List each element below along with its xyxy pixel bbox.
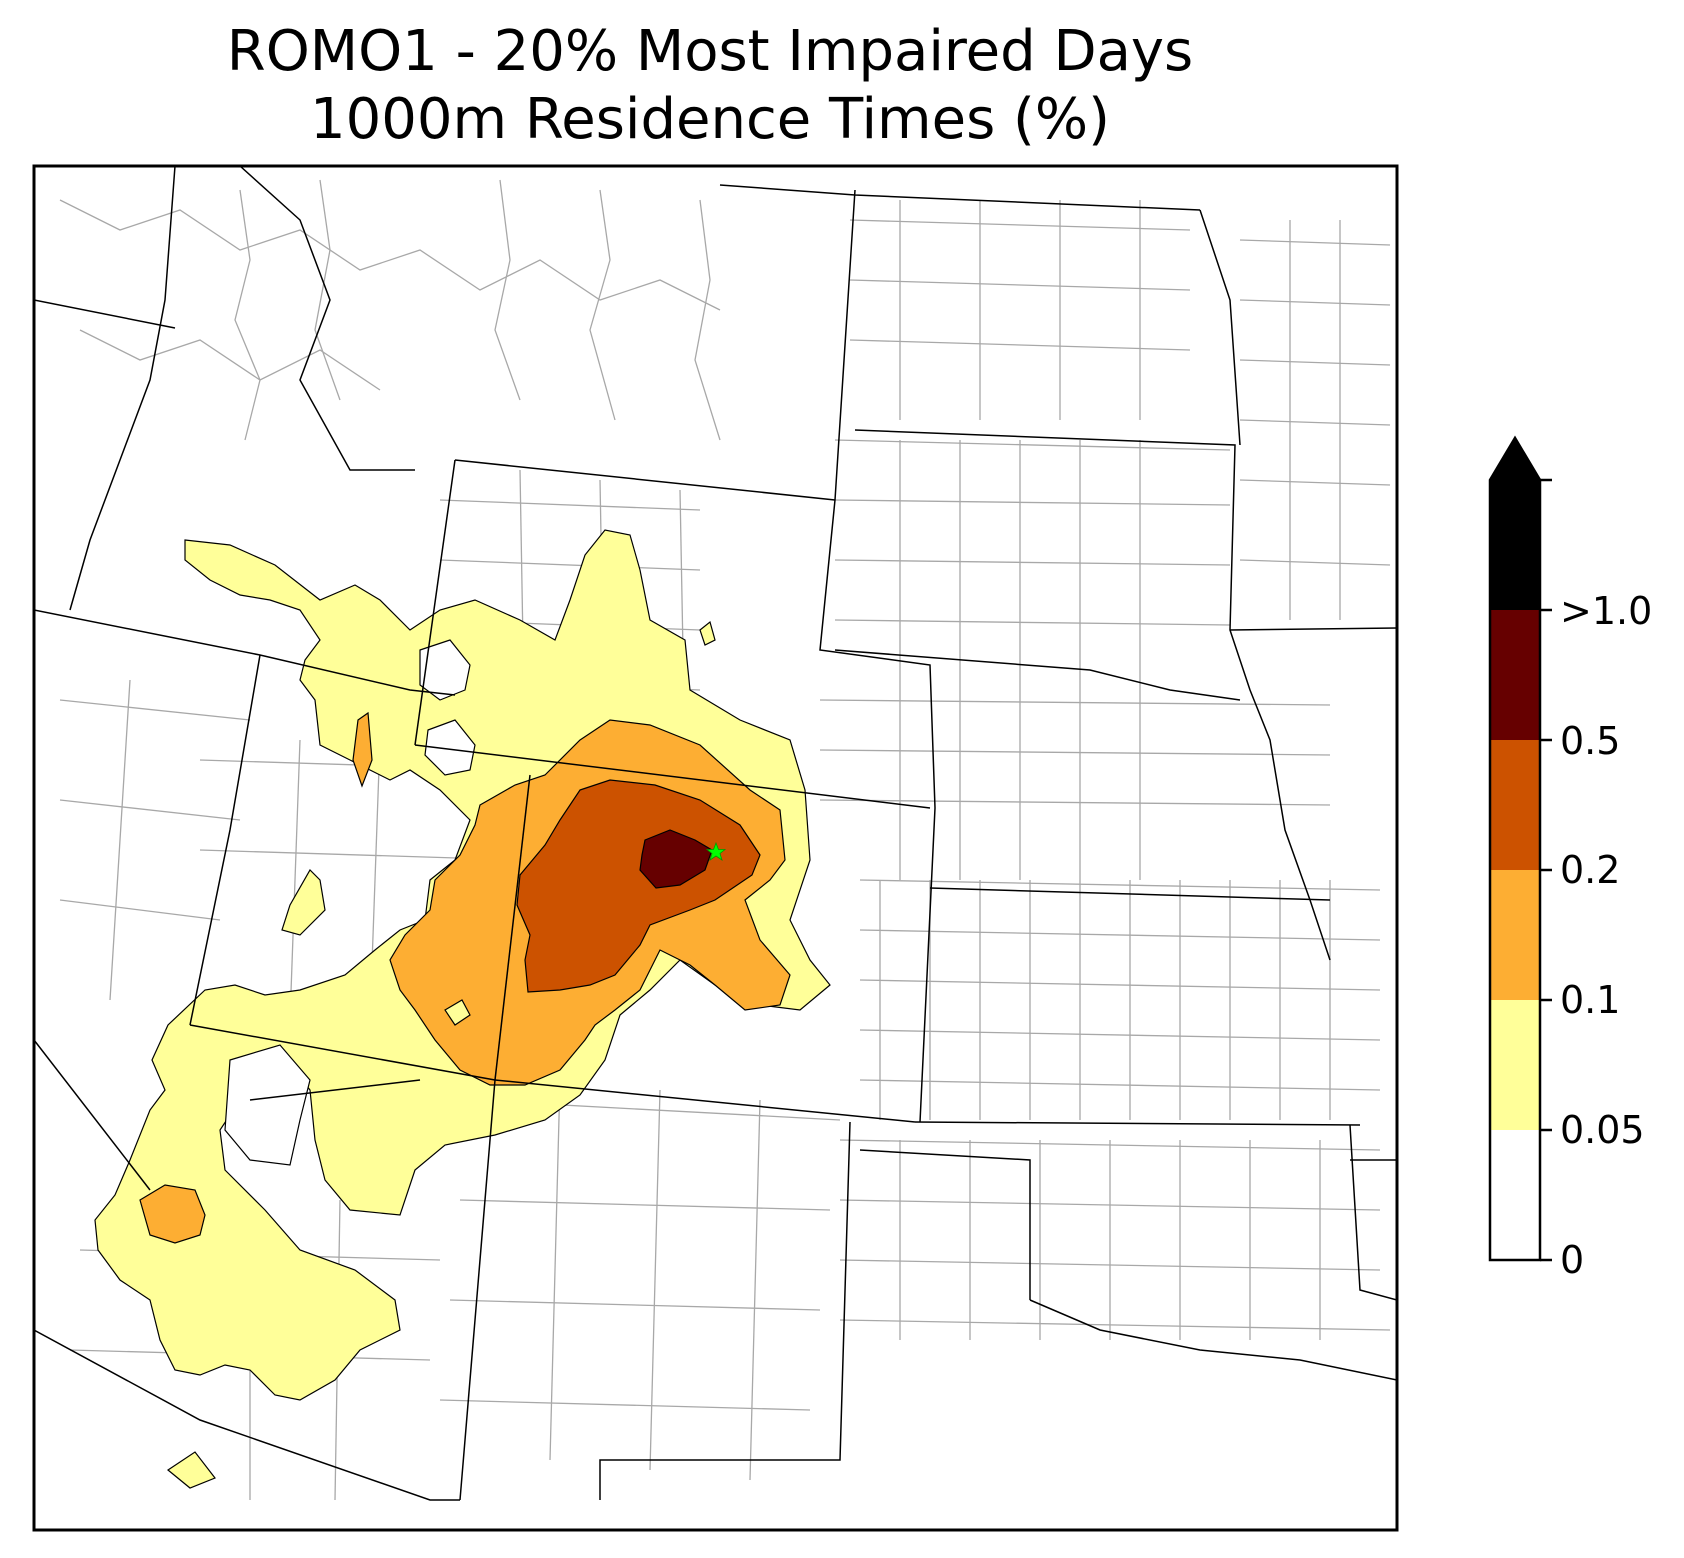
contour-0.05-hole-3	[224, 1044, 311, 1166]
title-line-2: 1000m Residence Times (%)	[310, 87, 1110, 152]
contour-0.1-blob-1	[352, 711, 373, 788]
contour-0.1-blob-2	[139, 1184, 206, 1244]
contour-0.05-hole-1	[419, 639, 471, 701]
contour-0.5-main	[639, 829, 713, 889]
contour-0.05-hole-2	[424, 719, 476, 776]
contour-0.05-blob-1	[281, 869, 326, 936]
site-star-marker	[705, 841, 727, 861]
map-frame	[32, 164, 1399, 1532]
map-title: ROMO1 - 20% Most Impaired Days 1000m Res…	[0, 18, 1420, 154]
contour-fills	[94, 529, 831, 1489]
contour-0.05-blob-2	[699, 620, 716, 646]
title-line-1: ROMO1 - 20% Most Impaired Days	[226, 19, 1194, 84]
contour-0.1-hole	[444, 999, 471, 1026]
contour-0.2-main	[516, 779, 761, 993]
contour-0.05-blob-3	[166, 1451, 216, 1489]
state-boundaries	[34, 166, 1397, 1501]
